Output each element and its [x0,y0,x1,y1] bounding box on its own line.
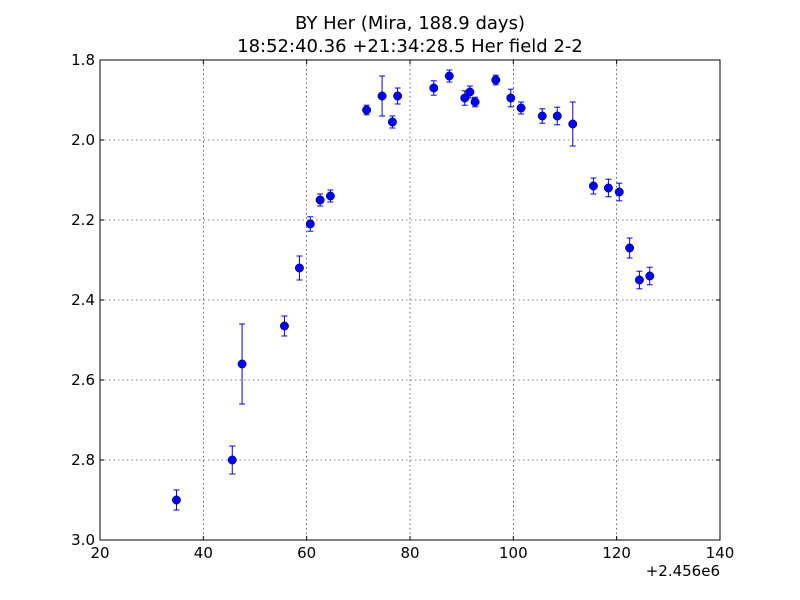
data-point [444,71,454,81]
data-point [491,75,501,85]
data-point [325,191,335,201]
chart-subtitle: 18:52:40.36 +21:34:28.5 Her field 2-2 [237,36,583,57]
data-point [568,119,578,129]
data-point [237,359,247,369]
x-axis-offset-label: +2.456e6 [646,562,720,580]
tick-layer [99,59,721,541]
data-point [506,93,516,103]
y-tick-label: 2.2 [71,211,95,229]
x-tick-label: 60 [297,544,316,562]
data-point [537,111,547,121]
y-tick-label: 2.0 [71,131,95,149]
y-tick-label: 1.8 [71,51,95,69]
data-point [227,455,237,465]
data-point [645,271,655,281]
x-tick-labels: 20 40 60 80 100 120 140 [90,544,734,562]
marker-layer [172,71,655,505]
data-point [465,87,475,97]
x-tick-label: 40 [194,544,213,562]
data-point [625,243,635,253]
y-tick-labels: 1.8 2.0 2.2 2.4 2.6 2.8 3.0 [71,51,95,549]
y-tick-label: 2.6 [71,371,95,389]
data-point [362,105,372,115]
chart-title: BY Her (Mira, 188.9 days) [295,13,525,34]
x-tick-label: 80 [400,544,419,562]
data-point [634,275,644,285]
y-tick-label: 2.8 [71,451,95,469]
grid-layer [100,60,720,540]
y-tick-label: 3.0 [71,531,95,549]
data-point [305,219,315,229]
data-point [614,187,624,197]
data-point [516,103,526,113]
data-point [429,83,439,93]
x-tick-label: 20 [90,544,109,562]
data-point [315,195,325,205]
data-point [588,181,598,191]
x-tick-label: 140 [706,544,735,562]
data-point [552,111,562,121]
data-point [377,91,387,101]
data-point [393,91,403,101]
data-point [603,183,613,193]
data-point [387,117,397,127]
data-point [470,97,480,107]
x-tick-label: 100 [499,544,528,562]
errorbar-layer [173,69,653,511]
x-tick-label: 120 [602,544,631,562]
data-point [460,93,470,103]
data-point [280,321,289,331]
data-point [294,263,304,273]
data-point [172,495,181,505]
y-tick-label: 2.4 [71,291,95,309]
